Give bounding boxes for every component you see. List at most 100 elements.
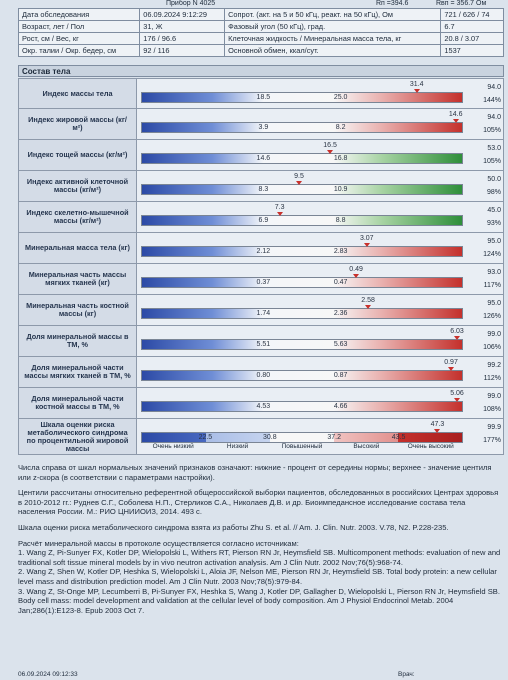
header: Прибор N 4025 Rп =394.6 Rвп = 356.7 Ом xyxy=(16,0,506,8)
scale: 4.53 4.66 5.06 xyxy=(141,388,464,418)
right-values: 99.0 108% xyxy=(463,388,503,418)
scale-bar xyxy=(141,370,463,381)
indicator-row: Минеральная часть массы мягких тканей (к… xyxy=(18,264,504,295)
scale-bar xyxy=(141,184,463,195)
norm-high: 0.47 xyxy=(333,279,348,286)
risk-row: Шкала оценки риска метаболического синдр… xyxy=(18,419,504,455)
centile: 99.9 xyxy=(487,424,501,431)
risk-category: Очень низкий xyxy=(152,443,194,450)
marker xyxy=(454,336,460,340)
value: 31.4 xyxy=(409,81,424,88)
centile: 93.0 xyxy=(487,269,501,276)
indicator-row: Доля минеральной массы в ТМ, % 5.51 5.63 6.… xyxy=(18,326,504,357)
scale-bar xyxy=(141,153,463,164)
percent: 105% xyxy=(483,127,501,134)
norm-high: 2.83 xyxy=(333,248,348,255)
value: 0.97 xyxy=(444,359,458,366)
indicator-label: Индекс массы тела xyxy=(19,79,137,108)
info-cell: Фазовый угол (50 кГц), град. xyxy=(224,20,442,33)
info-row: Окр. талии / Окр. бедер, см 92 / 116 Основ… xyxy=(17,44,504,57)
marker xyxy=(353,274,360,278)
scale-bar xyxy=(141,215,463,226)
value: 6.03 xyxy=(450,328,464,335)
indicator-label: Индекс жировой массы (кг/м²) xyxy=(19,109,137,139)
marker xyxy=(276,212,283,216)
value: 5.06 xyxy=(450,390,464,397)
info-cell: Основной обмен, ккал/сут. xyxy=(224,44,442,57)
scale: 8.3 10.9 9.5 xyxy=(141,171,463,201)
right-values: 50.0 98% xyxy=(463,171,503,201)
doctor: Врач: xyxy=(398,671,415,678)
indicator-row: Индекс жировой массы (кг/м²) 3.9 8.2 14.6 94… xyxy=(18,109,504,140)
notes: Числа справа от шкал нормальных значений… xyxy=(18,463,504,615)
risk-tick: 43.5 xyxy=(391,434,406,441)
risk-tick: 22.5 xyxy=(198,434,213,441)
marker xyxy=(452,119,459,123)
indicator-row: Индекс массы тела 18.5 25.0 31.4 94.0 144% xyxy=(18,78,504,109)
norm-low: 14.6 xyxy=(256,155,271,162)
indicator-row: Минеральная часть костной массы (кг) 1.74… xyxy=(18,295,504,326)
info-cell: 176 / 96.6 xyxy=(139,32,226,45)
marker xyxy=(363,243,370,247)
scale-bar xyxy=(141,308,463,319)
percent: 177% xyxy=(483,437,501,444)
right-values: 94.0 144% xyxy=(463,79,503,108)
right-values: 95.0 124% xyxy=(463,233,503,263)
risk-marker xyxy=(434,429,441,433)
marker xyxy=(365,305,372,309)
info-row: Дата обследования 06.09.2024 9:12:29 Сопро… xyxy=(17,8,504,21)
centile: 95.0 xyxy=(487,238,501,245)
scale-bar xyxy=(141,246,463,257)
norm-low: 1.74 xyxy=(256,310,271,317)
norm-high: 8.8 xyxy=(335,217,346,224)
risk-scale: 22.5 30.8 37.2 43.5 47.3 Очень низкий Низкий По… xyxy=(141,419,463,454)
reference: 1. Wang Z, Pi-Sunyer FX, Kotler DP, Wiel… xyxy=(18,548,501,567)
resistance-1: Rп =394.6 xyxy=(376,0,409,7)
info-table: Дата обследования 06.09.2024 9:12:29 Сопро… xyxy=(17,8,504,57)
indicator-label: Индекс тощей массы (кг/м²) xyxy=(19,140,137,170)
norm-high: 4.66 xyxy=(333,403,348,410)
section-title: Состав тела xyxy=(18,65,504,77)
norm-low: 0.37 xyxy=(256,279,271,286)
norm-low: 2.12 xyxy=(256,248,271,255)
scale: 5.51 5.63 6.03 xyxy=(141,326,464,356)
percent: 126% xyxy=(483,313,501,320)
info-cell: Окр. талии / Окр. бедер, см xyxy=(17,44,141,57)
scale: 0.37 0.47 0.49 xyxy=(141,264,463,294)
scale: 18.5 25.0 31.4 xyxy=(141,79,463,108)
scale-bar xyxy=(141,339,463,350)
indicator-row: Доля минеральной части костной массы в Т… xyxy=(18,388,504,419)
marker xyxy=(327,150,334,154)
risk-tick: 37.2 xyxy=(327,434,341,441)
note: Расчёт минеральной массы в протоколе осу… xyxy=(18,538,299,548)
scale: 0.80 0.87 0.97 xyxy=(141,357,463,387)
norm-low: 6.9 xyxy=(258,217,269,224)
info-cell: 20.8 / 3.07 xyxy=(440,32,504,45)
marker xyxy=(454,398,460,402)
centile: 99.0 xyxy=(487,331,501,338)
value: 9.5 xyxy=(294,173,304,180)
info-row: Рост, см / Вес, кг 176 / 96.6 Клеточная жи… xyxy=(17,32,504,45)
risk-category: Высокий xyxy=(353,443,380,450)
scale-bar xyxy=(141,277,463,288)
percent: 108% xyxy=(483,406,501,413)
indicator-label: Минеральная масса тела (кг) xyxy=(19,233,137,263)
right-values: 94.0 105% xyxy=(463,109,503,139)
value: 0.49 xyxy=(349,266,363,273)
percent: 124% xyxy=(483,251,501,258)
info-cell: 6.7 xyxy=(440,20,504,33)
marker xyxy=(448,367,455,371)
right-values: 95.0 126% xyxy=(463,295,503,325)
norm-low: 5.51 xyxy=(256,341,271,348)
info-cell: Клеточная жидкость / Минеральная масса т… xyxy=(224,32,442,45)
centile: 50.0 xyxy=(487,176,501,183)
norm-low: 3.9 xyxy=(258,124,269,131)
percent: 93% xyxy=(486,220,501,227)
indicator-label: Индекс скелетно-мышечной массы (кг/м²) xyxy=(19,202,137,232)
centile: 94.0 xyxy=(487,84,501,91)
right-values: 45.0 93% xyxy=(463,202,503,232)
right-values: 93.0 117% xyxy=(463,264,503,294)
norm-high: 8.2 xyxy=(335,124,346,131)
norm-low: 8.3 xyxy=(258,186,269,193)
device: Прибор N 4025 xyxy=(166,0,216,7)
